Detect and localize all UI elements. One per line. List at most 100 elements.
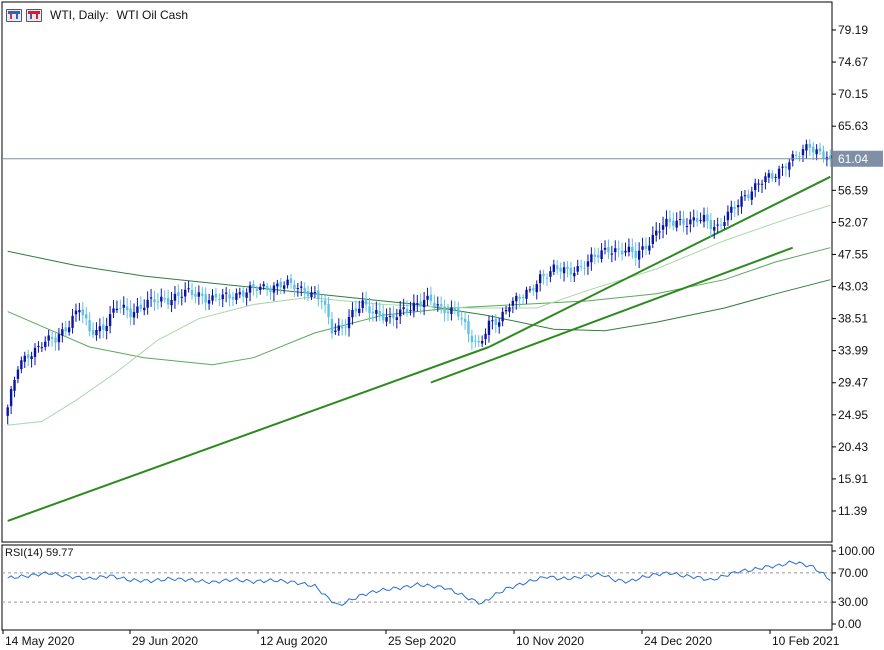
candle-body — [341, 326, 344, 329]
candle-body — [156, 301, 160, 303]
candle-body — [95, 330, 98, 336]
candle — [719, 217, 723, 230]
chart-properties-icon[interactable] — [6, 8, 22, 22]
candle — [668, 210, 672, 229]
candle — [30, 351, 33, 368]
candle — [535, 280, 538, 300]
chart-title-symbol: WTI, Daily: — [50, 8, 109, 22]
date-tick-label: 24 Dec 2020 — [644, 634, 712, 648]
candle — [61, 322, 64, 343]
candle-body — [494, 318, 497, 325]
candle-body — [552, 264, 556, 272]
candle — [306, 285, 310, 302]
candle-body — [504, 309, 508, 312]
candle-body — [501, 311, 504, 322]
candle-body — [224, 292, 228, 294]
candle — [303, 282, 306, 300]
candle-body — [259, 286, 262, 291]
candle — [105, 317, 108, 340]
candle — [146, 291, 149, 315]
candle-body — [726, 211, 730, 221]
candle — [337, 318, 340, 336]
candle — [617, 240, 620, 258]
candle-body — [419, 301, 422, 306]
candle-body — [276, 283, 279, 287]
candle-body — [525, 289, 528, 299]
candle — [661, 216, 665, 239]
candle — [259, 283, 262, 295]
rsi-value: 59.77 — [45, 547, 74, 559]
candle-body — [282, 285, 286, 289]
candle-body — [733, 207, 736, 209]
candle — [252, 280, 255, 296]
candle-body — [784, 166, 788, 169]
candle-body — [624, 250, 627, 253]
candle-body — [61, 329, 64, 336]
candle — [81, 302, 84, 324]
candle — [412, 294, 416, 318]
candle-body — [767, 173, 771, 178]
candle — [771, 169, 774, 182]
candle — [149, 288, 153, 307]
candle-body — [85, 314, 88, 319]
candle — [265, 282, 269, 296]
candle — [204, 287, 207, 311]
candle — [426, 287, 429, 307]
candle — [624, 242, 627, 257]
candle — [603, 240, 607, 255]
candle — [637, 242, 641, 269]
candle-body — [648, 245, 651, 251]
candle-body — [699, 220, 702, 222]
candle — [723, 215, 726, 230]
candle-body — [289, 278, 293, 283]
chart-template-icon[interactable] — [26, 8, 42, 22]
candle — [474, 334, 477, 348]
candle — [569, 261, 573, 283]
candle-body — [545, 277, 549, 279]
candle — [194, 286, 197, 304]
candle — [699, 212, 702, 224]
candle — [736, 199, 740, 216]
candle — [689, 211, 692, 233]
candle-body — [166, 297, 170, 305]
candle-body — [562, 267, 566, 274]
candle-body — [361, 300, 364, 308]
candle — [641, 237, 644, 258]
candle — [596, 247, 600, 264]
candle — [716, 217, 719, 233]
candle-body — [190, 290, 194, 296]
candle — [385, 308, 388, 327]
candle-body — [549, 271, 552, 277]
candle — [511, 297, 515, 314]
candle-body — [518, 296, 521, 299]
candle — [556, 260, 559, 275]
candle-body — [750, 191, 753, 200]
candle — [757, 179, 760, 192]
candle-body — [136, 306, 139, 313]
candle-body — [422, 300, 426, 308]
candle-body — [395, 317, 399, 320]
price-tick-label: 38.51 — [838, 312, 868, 326]
candle-body — [358, 308, 361, 314]
price-tick-label: 52.07 — [838, 215, 868, 229]
candle — [439, 296, 443, 314]
candle-body — [57, 334, 61, 343]
candle — [494, 314, 497, 334]
candle — [351, 302, 354, 325]
candle-body — [655, 230, 658, 236]
candle-body — [6, 407, 9, 416]
candle-body — [248, 285, 252, 293]
candle-body — [245, 292, 248, 298]
candle — [798, 151, 801, 162]
candle — [726, 205, 730, 226]
rsi-indicator-label: RSI(14) 59.77 — [5, 547, 74, 559]
candle-body — [183, 289, 187, 297]
candle — [672, 212, 675, 231]
candle-body — [385, 316, 388, 322]
candle-body — [306, 291, 310, 297]
candle-body — [450, 307, 453, 314]
candle-body — [303, 287, 306, 293]
candle-body — [78, 310, 81, 313]
candle — [26, 349, 30, 367]
